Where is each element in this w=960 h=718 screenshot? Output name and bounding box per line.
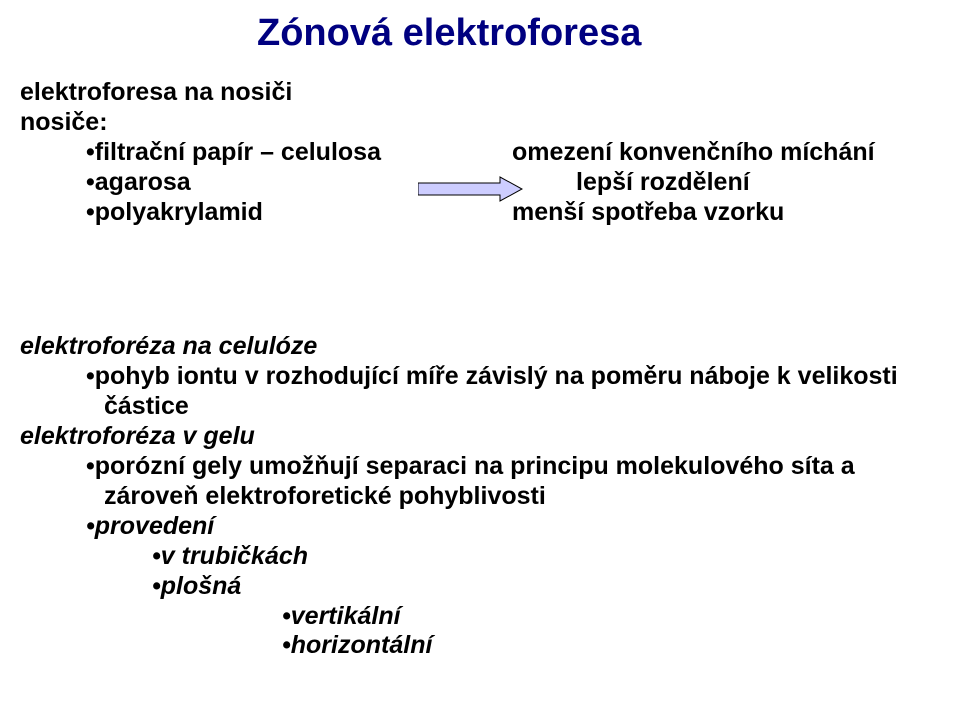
bullet-label: vertikální — [291, 602, 401, 630]
bullet-item-agarosa: •agarosa — [86, 168, 191, 197]
arrow-icon — [418, 176, 523, 207]
bullet-item-castice: částice — [104, 392, 189, 421]
bullet-item-zaroven: zároveň elektroforetické pohyblivosti — [104, 482, 546, 511]
section-b-header2: elektroforéza v gelu — [20, 422, 255, 451]
bullet-item-trubickach: •v trubičkách — [152, 542, 308, 571]
right-text-2: lepší rozdělení — [576, 168, 750, 197]
bullet-item-porozni: •porózní gely umožňují separaci na princ… — [86, 452, 855, 481]
bullet-item-vertikalni: •vertikální — [282, 602, 401, 631]
bullet-item-horizontalni: •horizontální — [282, 631, 432, 660]
bullet-label: v trubičkách — [161, 542, 308, 570]
section-a-sub: nosiče: — [20, 108, 108, 137]
right-text-3: menší spotřeba vzorku — [512, 198, 784, 227]
bullet-label: agarosa — [95, 168, 191, 196]
bullet-label: horizontální — [291, 631, 433, 659]
bullet-label: polyakrylamid — [95, 198, 263, 226]
bullet-label: plošná — [161, 572, 242, 600]
bullet-item-provedeni: •provedení — [86, 512, 214, 541]
page-title: Zónová elektroforesa — [257, 12, 641, 55]
bullet-label: provedení — [95, 512, 214, 540]
section-a-header: elektroforesa na nosiči — [20, 78, 292, 107]
bullet-item-pohyb: •pohyb iontu v rozhodující míře závislý … — [86, 362, 898, 391]
bullet-label: filtrační papír – celulosa — [95, 138, 381, 166]
bullet-item-plosna: •plošná — [152, 572, 241, 601]
bullet-label: porózní gely umožňují separaci na princi… — [95, 452, 855, 480]
section-b-header1: elektroforéza na celulóze — [20, 332, 317, 361]
bullet-label: pohyb iontu v rozhodující míře závislý n… — [95, 362, 898, 390]
bullet-item-polyakrylamid: •polyakrylamid — [86, 198, 263, 227]
bullet-item-filtration: •filtrační papír – celulosa — [86, 138, 381, 167]
right-text-1: omezení konvenčního míchání — [512, 138, 875, 167]
